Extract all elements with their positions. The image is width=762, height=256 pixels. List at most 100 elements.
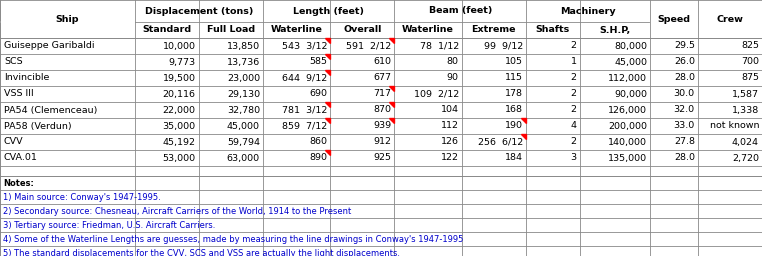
Text: 90: 90 bbox=[447, 73, 459, 82]
Text: 126,000: 126,000 bbox=[608, 105, 647, 114]
Text: 2: 2 bbox=[571, 137, 577, 146]
Text: 925: 925 bbox=[373, 154, 392, 163]
Text: Waterline: Waterline bbox=[402, 26, 454, 35]
Text: Beam (feet): Beam (feet) bbox=[428, 6, 492, 16]
Text: 13,850: 13,850 bbox=[227, 41, 260, 50]
Text: Notes:: Notes: bbox=[3, 178, 34, 187]
Text: Overall: Overall bbox=[343, 26, 382, 35]
Text: 140,000: 140,000 bbox=[608, 137, 647, 146]
Text: 33.0: 33.0 bbox=[674, 122, 695, 131]
Text: Length (feet): Length (feet) bbox=[293, 6, 364, 16]
Text: Crew: Crew bbox=[716, 15, 744, 24]
Text: 2) Secondary source: Chesneau, Aircraft Carriers of the World, 1914 to the Prese: 2) Secondary source: Chesneau, Aircraft … bbox=[3, 207, 351, 216]
Text: 2: 2 bbox=[571, 41, 577, 50]
Text: 610: 610 bbox=[373, 58, 392, 67]
Text: 53,000: 53,000 bbox=[162, 154, 196, 163]
Text: 29,130: 29,130 bbox=[227, 90, 260, 99]
Text: 860: 860 bbox=[309, 137, 327, 146]
Polygon shape bbox=[521, 118, 526, 123]
Polygon shape bbox=[521, 134, 526, 139]
Text: 1: 1 bbox=[571, 58, 577, 67]
Text: 178: 178 bbox=[505, 90, 523, 99]
Text: 1,338: 1,338 bbox=[732, 105, 759, 114]
Text: Guiseppe Garibaldi: Guiseppe Garibaldi bbox=[4, 41, 94, 50]
Text: 190: 190 bbox=[505, 122, 523, 131]
Text: 45,192: 45,192 bbox=[163, 137, 196, 146]
Text: 677: 677 bbox=[373, 73, 392, 82]
Text: 3: 3 bbox=[571, 154, 577, 163]
Text: 112,000: 112,000 bbox=[608, 73, 647, 82]
Text: 112: 112 bbox=[440, 122, 459, 131]
Text: 29.5: 29.5 bbox=[674, 41, 695, 50]
Text: 890: 890 bbox=[309, 154, 327, 163]
Text: 717: 717 bbox=[373, 90, 392, 99]
Text: 700: 700 bbox=[741, 58, 759, 67]
Text: 32,780: 32,780 bbox=[227, 105, 260, 114]
Text: 78  1/12: 78 1/12 bbox=[420, 41, 459, 50]
Text: 126: 126 bbox=[440, 137, 459, 146]
Text: VSS III: VSS III bbox=[4, 90, 34, 99]
Text: 23,000: 23,000 bbox=[227, 73, 260, 82]
Text: 27.8: 27.8 bbox=[674, 137, 695, 146]
Text: 80,000: 80,000 bbox=[614, 41, 647, 50]
Text: Displacement (tons): Displacement (tons) bbox=[145, 6, 253, 16]
Polygon shape bbox=[389, 38, 395, 43]
Text: Waterline: Waterline bbox=[271, 26, 322, 35]
Text: Standard: Standard bbox=[142, 26, 191, 35]
Text: 109  2/12: 109 2/12 bbox=[414, 90, 459, 99]
Text: 543  3/12: 543 3/12 bbox=[282, 41, 327, 50]
Text: Invincible: Invincible bbox=[4, 73, 50, 82]
Text: 875: 875 bbox=[741, 73, 759, 82]
Text: 80: 80 bbox=[447, 58, 459, 67]
Text: 2: 2 bbox=[571, 105, 577, 114]
Text: 825: 825 bbox=[741, 41, 759, 50]
Text: Ship: Ship bbox=[56, 15, 79, 24]
Text: 184: 184 bbox=[505, 154, 523, 163]
Text: 200,000: 200,000 bbox=[608, 122, 647, 131]
Text: Extreme: Extreme bbox=[472, 26, 516, 35]
Text: 122: 122 bbox=[440, 154, 459, 163]
Text: 912: 912 bbox=[373, 137, 392, 146]
Text: 13,736: 13,736 bbox=[227, 58, 260, 67]
Text: 90,000: 90,000 bbox=[614, 90, 647, 99]
Text: 939: 939 bbox=[373, 122, 392, 131]
Text: 256  6/12: 256 6/12 bbox=[478, 137, 523, 146]
Text: 9,773: 9,773 bbox=[168, 58, 196, 67]
Text: CVV: CVV bbox=[4, 137, 24, 146]
Text: 59,794: 59,794 bbox=[227, 137, 260, 146]
Text: 1,587: 1,587 bbox=[732, 90, 759, 99]
Text: 104: 104 bbox=[440, 105, 459, 114]
Text: SCS: SCS bbox=[4, 58, 23, 67]
Text: 690: 690 bbox=[309, 90, 327, 99]
Text: 5) The standard displacements for the CVV, SCS and VSS are actually the light di: 5) The standard displacements for the CV… bbox=[3, 249, 400, 256]
Text: 4) Some of the Waterline Lengths are guesses, made by measuring the line drawing: 4) Some of the Waterline Lengths are gue… bbox=[3, 234, 463, 243]
Text: PA54 (Clemenceau): PA54 (Clemenceau) bbox=[4, 105, 98, 114]
Text: Machinery: Machinery bbox=[560, 6, 616, 16]
Text: 4,024: 4,024 bbox=[732, 137, 759, 146]
Text: 45,000: 45,000 bbox=[227, 122, 260, 131]
Text: 63,000: 63,000 bbox=[227, 154, 260, 163]
Text: 45,000: 45,000 bbox=[614, 58, 647, 67]
Text: 859  7/12: 859 7/12 bbox=[282, 122, 327, 131]
Text: 2: 2 bbox=[571, 90, 577, 99]
Polygon shape bbox=[325, 70, 330, 75]
Text: 28.0: 28.0 bbox=[674, 73, 695, 82]
Text: 644  9/12: 644 9/12 bbox=[282, 73, 327, 82]
Text: 99  9/12: 99 9/12 bbox=[484, 41, 523, 50]
Text: 135,000: 135,000 bbox=[608, 154, 647, 163]
Text: 2,720: 2,720 bbox=[732, 154, 759, 163]
Text: 2: 2 bbox=[571, 73, 577, 82]
Text: 26.0: 26.0 bbox=[674, 58, 695, 67]
Text: 35,000: 35,000 bbox=[162, 122, 196, 131]
Text: Full Load: Full Load bbox=[207, 26, 255, 35]
Polygon shape bbox=[325, 150, 330, 155]
Text: PA58 (Verdun): PA58 (Verdun) bbox=[4, 122, 72, 131]
Polygon shape bbox=[325, 38, 330, 43]
Text: 28.0: 28.0 bbox=[674, 154, 695, 163]
Text: 22,000: 22,000 bbox=[163, 105, 196, 114]
Polygon shape bbox=[325, 118, 330, 123]
Text: 870: 870 bbox=[373, 105, 392, 114]
Text: 585: 585 bbox=[309, 58, 327, 67]
Text: 115: 115 bbox=[505, 73, 523, 82]
Text: 105: 105 bbox=[505, 58, 523, 67]
